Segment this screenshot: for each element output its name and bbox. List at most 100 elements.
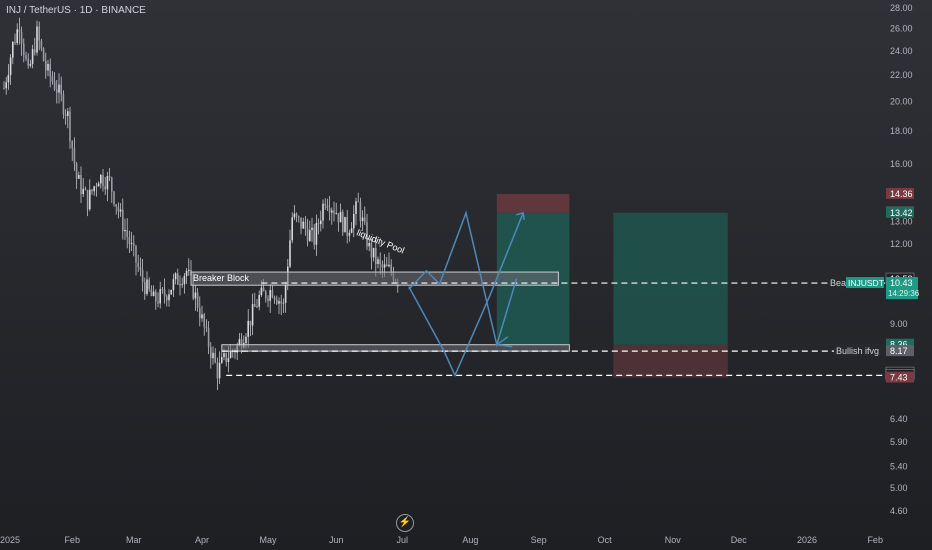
candle-body xyxy=(163,289,166,297)
candle-body xyxy=(29,63,32,66)
candle-body xyxy=(45,61,47,71)
projection-arrow-head xyxy=(515,211,525,220)
candle-body xyxy=(14,42,16,43)
candle-body xyxy=(335,213,337,214)
candle-body xyxy=(258,295,260,307)
candle-body xyxy=(210,346,212,359)
candle-body xyxy=(379,259,381,265)
candle-body xyxy=(265,291,267,299)
x-tick-label: Oct xyxy=(598,535,613,545)
candle-body xyxy=(280,301,282,304)
candle-body xyxy=(23,43,25,56)
candle-body xyxy=(177,273,179,285)
candle-body xyxy=(234,351,236,353)
breaker-block-label: Breaker Block xyxy=(193,273,250,283)
candle-body xyxy=(174,273,177,280)
long-position-stop xyxy=(496,193,570,213)
candle-body xyxy=(229,350,232,358)
bullish-fvg-zone xyxy=(221,344,570,352)
candle-body xyxy=(49,63,51,77)
candle-body xyxy=(366,222,368,247)
x-tick-label: 2026 xyxy=(797,535,817,545)
candle-body xyxy=(359,201,362,222)
candle-body xyxy=(320,220,322,225)
candle-body xyxy=(247,320,249,337)
x-tick-label: Nov xyxy=(665,535,682,545)
price-tag-label: 13.42 xyxy=(890,208,913,218)
candle-body xyxy=(40,40,43,49)
x-tick-label: 2025 xyxy=(0,535,20,545)
candle-body xyxy=(100,174,102,184)
candle-body xyxy=(183,275,186,285)
candle-body xyxy=(333,210,335,214)
candle-body xyxy=(293,213,296,218)
short-position-stop xyxy=(613,344,728,378)
candle-body xyxy=(97,183,100,187)
candle-body xyxy=(372,247,375,258)
candle-body xyxy=(148,279,150,290)
lightning-icon[interactable]: ⚡ xyxy=(396,514,414,532)
y-tick-label: 16.00 xyxy=(890,159,913,169)
x-tick-label: Sep xyxy=(531,535,547,545)
candle-body xyxy=(361,217,364,222)
bullish-ifvg-line-label-bg xyxy=(834,344,888,357)
candle-body xyxy=(192,275,194,299)
candle-body xyxy=(355,201,357,214)
candle-body xyxy=(353,213,355,229)
y-tick-label: 4.60 xyxy=(890,506,908,516)
candle-body xyxy=(326,205,329,208)
candle-body xyxy=(62,94,65,115)
projection-path xyxy=(408,210,518,348)
candle-body xyxy=(214,352,216,363)
candle-body xyxy=(38,26,40,41)
y-tick-label: 18.00 xyxy=(890,126,913,136)
candle-body xyxy=(181,284,183,286)
candle-body xyxy=(291,217,293,241)
candle-body xyxy=(9,57,12,75)
candle-body xyxy=(221,357,223,363)
candle-body xyxy=(115,204,117,208)
candle-body xyxy=(108,176,111,178)
candle-body xyxy=(106,176,109,190)
candle-body xyxy=(82,188,84,195)
price-tag xyxy=(886,187,914,199)
y-tick-label: 13.00 xyxy=(890,217,913,227)
candle-body xyxy=(201,314,203,319)
candle-body xyxy=(304,221,307,229)
candle-body xyxy=(306,228,309,241)
candle-body xyxy=(249,320,252,326)
y-tick-label: 6.40 xyxy=(890,414,908,424)
candle-body xyxy=(298,216,300,218)
candle-body xyxy=(67,111,69,116)
candle-body xyxy=(34,49,36,53)
candle-body xyxy=(276,299,278,304)
candle-body xyxy=(133,243,135,246)
x-tick-label: Feb xyxy=(867,535,883,545)
candle-body xyxy=(313,227,315,245)
price-tag-label: 7.43 xyxy=(890,373,908,383)
candle-body xyxy=(284,284,287,303)
y-tick-label: 24.00 xyxy=(890,46,913,56)
candle-body xyxy=(269,290,271,301)
x-tick-label: Feb xyxy=(64,535,80,545)
candle-body xyxy=(348,232,351,236)
candle-body xyxy=(168,294,170,301)
candle-body xyxy=(152,291,155,297)
candle-body xyxy=(64,114,67,116)
candle-body xyxy=(342,211,344,233)
candle-body xyxy=(368,242,370,247)
candle-body xyxy=(227,357,230,363)
candle-body xyxy=(196,292,199,308)
candle-body xyxy=(137,262,139,268)
candle-body xyxy=(357,201,359,203)
price-tag xyxy=(886,371,914,383)
candle-body xyxy=(18,29,21,33)
candle-body xyxy=(346,216,348,236)
candle-body xyxy=(86,190,89,210)
candle-body xyxy=(251,304,254,326)
candle-body xyxy=(42,48,45,62)
candle-body xyxy=(377,259,379,265)
candle-body xyxy=(185,270,188,276)
